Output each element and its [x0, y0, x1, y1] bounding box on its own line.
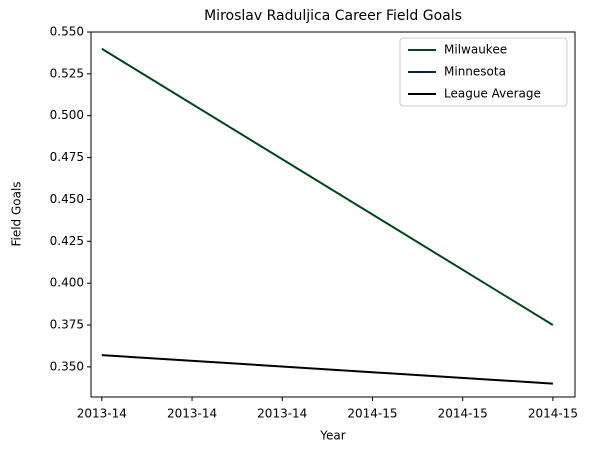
y-tick-label: 0.525 [50, 66, 84, 80]
x-axis-label: Year [319, 429, 345, 443]
legend-label: Minnesota [444, 65, 506, 79]
y-axis-label: Field Goals [10, 181, 24, 246]
x-tick-label: 2014-15 [438, 407, 488, 421]
plot-frame [90, 31, 576, 398]
x-tick-label: 2014-15 [528, 407, 578, 421]
legend: Milwaukee Minnesota League Average [399, 37, 568, 107]
x-tick-label: 2013-14 [167, 407, 217, 421]
legend-label: League Average [444, 87, 541, 101]
y-tick-label: 0.450 [50, 192, 84, 206]
x-tick-label: 2013-14 [257, 407, 307, 421]
x-tick-label: 2013-14 [77, 407, 127, 421]
y-tick-label: 0.375 [50, 318, 84, 332]
series-line [101, 354, 553, 385]
x-tick-label: 2014-15 [347, 407, 397, 421]
y-tick-label: 0.400 [50, 276, 84, 290]
y-tick-label: 0.475 [50, 150, 84, 164]
series-line [101, 47, 554, 326]
y-tick-label: 0.500 [50, 108, 84, 122]
y-tick-label: 0.425 [50, 234, 84, 248]
y-tick-label: 0.550 [50, 25, 84, 39]
legend-box [399, 37, 568, 107]
chart-title: Miroslav Raduljica Career Field Goals [204, 8, 462, 24]
legend-label: Milwaukee [444, 43, 507, 57]
y-tick-label: 0.350 [50, 359, 84, 373]
